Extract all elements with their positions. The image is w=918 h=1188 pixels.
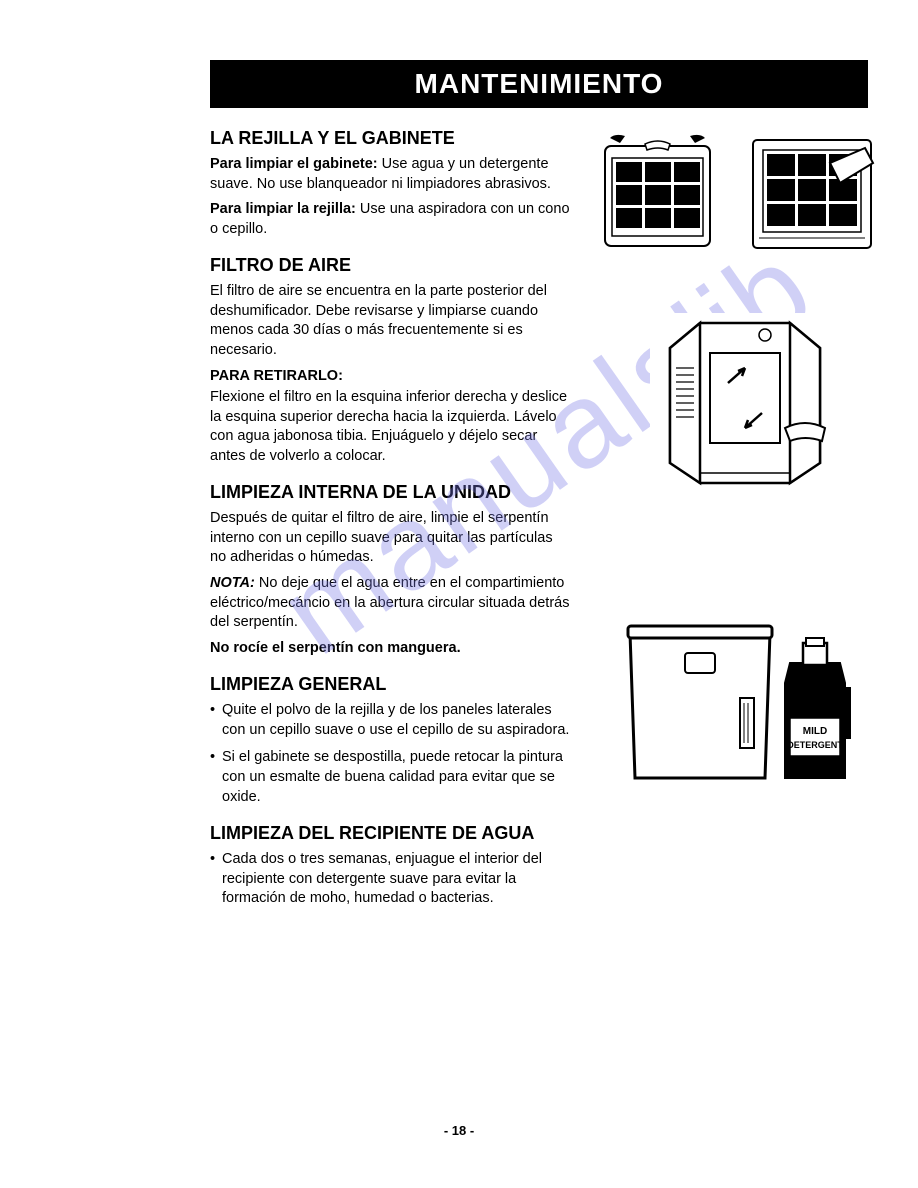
heading-limpieza-recipiente: LIMPIEZA DEL RECIPIENTE DE AGUA [210,823,570,844]
p-gabinete: Para limpiar el gabinete: Use agua y un … [210,155,570,194]
illustration-unit-brush [650,313,840,493]
content-wrapper: LA REJILLA Y EL GABINETE Para limpiar el… [210,128,868,917]
illustration-filter-remove [590,128,725,258]
p-nota: NOTA: No deje que el agua entre en el co… [210,574,570,633]
label-limpiar-rejilla: Para limpiar la rejilla: [210,201,356,217]
heading-rejilla-gabinete: LA REJILLA Y EL GABINETE [210,128,570,149]
text-column: LA REJILLA Y EL GABINETE Para limpiar el… [210,128,570,917]
subheading-retirarlo: PARA RETIRARLO: [210,367,570,387]
list-item: Si el gabinete se despostilla, puede ret… [210,748,570,807]
detergent-label-2: DETERGENT [787,740,843,750]
heading-filtro-aire: FILTRO DE AIRE [210,255,570,276]
p-filtro-intro: El filtro de aire se encuentra en la par… [210,282,570,360]
detergent-label-1: MILD [803,726,827,737]
section-banner: MANTENIMIENTO [210,60,868,108]
text-nota-body: No deje que el agua entre en el comparti… [210,575,569,630]
p-limpieza-interna: Después de quitar el filtro de aire, lim… [210,509,570,568]
list-limpieza-general: Quite el polvo de la rejilla y de los pa… [210,701,570,807]
illustration-column: MILD DETERGENT [590,128,868,917]
list-limpieza-recipiente: Cada dos o tres semanas, enjuague el int… [210,850,570,909]
p-filtro-steps: Flexione el filtro en la esquina inferio… [210,388,570,466]
list-item: Quite el polvo de la rejilla y de los pa… [210,701,570,740]
p-no-rocie: No rocíe el serpentín con manguera. [210,639,570,659]
heading-limpieza-interna: LIMPIEZA INTERNA DE LA UNIDAD [210,482,570,503]
heading-limpieza-general: LIMPIEZA GENERAL [210,674,570,695]
label-nota: NOTA: [210,575,255,591]
label-limpiar-gabinete: Para limpiar el gabinete: [210,156,378,172]
illustration-filter-clean [745,128,880,258]
page-number: - 18 - [0,1123,918,1138]
p-rejilla: Para limpiar la rejilla: Use una aspirad… [210,200,570,239]
illustration-bucket-detergent: MILD DETERGENT [610,608,870,798]
list-item: Cada dos o tres semanas, enjuague el int… [210,850,570,909]
